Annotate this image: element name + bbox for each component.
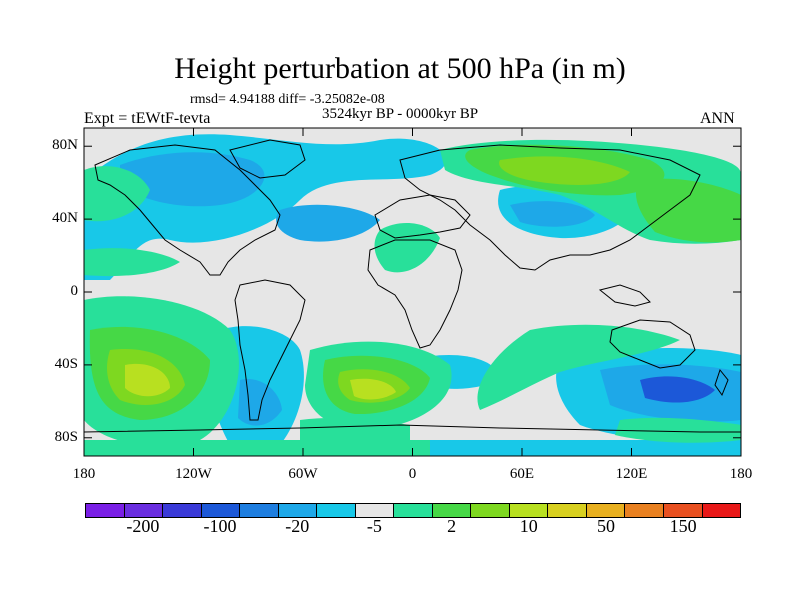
colorbar-cell	[355, 504, 395, 517]
colorbar-label: -20	[285, 516, 310, 536]
colorbar-cell	[240, 504, 279, 517]
colorbar-cell	[509, 504, 549, 517]
colorbar-cell	[86, 504, 125, 517]
colorbar-cell	[471, 504, 510, 517]
lon-tick-label: 180	[72, 466, 96, 482]
colorbar-label: -200	[126, 516, 160, 536]
statistics-text: rmsd= 4.94188 diff= -3.25082e-08	[190, 92, 385, 107]
lat-tick-label: 80N	[52, 137, 78, 154]
lon-tick-label: 120W	[175, 466, 212, 482]
colorbar-cell	[663, 504, 703, 517]
colorbar-cell	[278, 504, 318, 517]
colorbar-label: -5	[366, 516, 382, 536]
period-label: 3524kyr BP - 0000kyr BP	[322, 106, 479, 122]
lat-tick-label: 80S	[54, 428, 78, 445]
colorbar	[85, 503, 741, 518]
lon-tick-label: 0	[408, 466, 417, 482]
colorbar-cell	[586, 504, 626, 517]
colorbar-cell	[124, 504, 164, 517]
colorbar-label: -100	[203, 516, 237, 536]
lon-tick-label: 60E	[509, 466, 535, 482]
colorbar-cell	[163, 504, 202, 517]
lat-tick-label: 0	[70, 283, 79, 299]
colorbar-label: 50	[596, 516, 615, 536]
colorbar-cell	[625, 504, 664, 517]
positive-anomaly-regions	[84, 139, 741, 456]
lon-tick-label: 60W	[288, 466, 318, 482]
axis-ticks	[83, 128, 742, 456]
season-label: ANN	[700, 110, 735, 127]
map-title: Height perturbation at 500 hPa (in m)	[174, 52, 626, 85]
colorbar-cell	[201, 504, 241, 517]
colorbar-cell	[394, 504, 433, 517]
experiment-label: Expt = tEWtF-tevta	[84, 110, 211, 127]
colorbar-label: 150	[669, 516, 697, 536]
colorbar-cell	[317, 504, 356, 517]
lat-tick-label: 40N	[52, 210, 78, 227]
lat-tick-label: 40S	[54, 355, 78, 372]
coastlines	[84, 139, 741, 433]
lon-tick-label: 180	[729, 466, 753, 482]
colorbar-cell	[432, 504, 472, 517]
colorbar-cell	[548, 504, 587, 517]
colorbar-label: 10	[519, 516, 538, 536]
lon-tick-label: 120E	[615, 466, 648, 482]
colorbar-label: 2	[447, 516, 457, 536]
colorbar-cell	[702, 504, 741, 517]
